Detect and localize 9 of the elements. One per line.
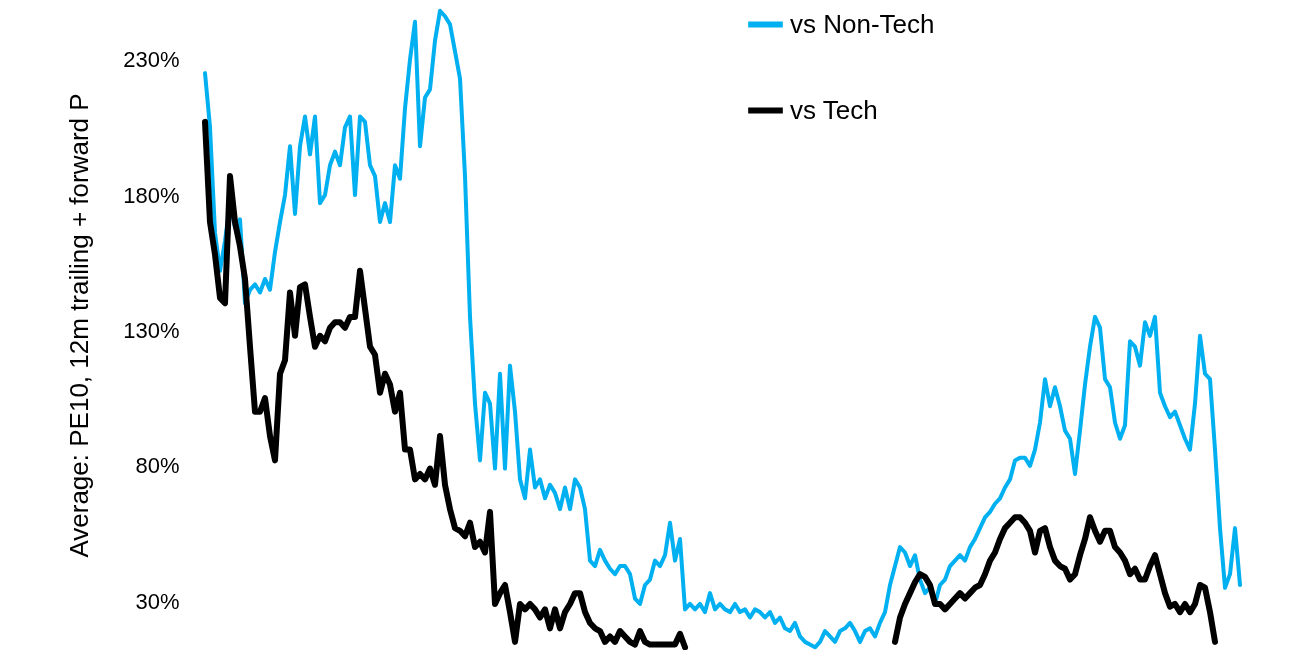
y-tick-label: 80% — [135, 453, 180, 479]
y-axis-title: Average: PE10, 12m trailing + forward P — [64, 93, 95, 558]
y-tick-label: 180% — [123, 182, 180, 208]
line-series — [203, 8, 1242, 650]
legend-label: vs Tech — [790, 94, 878, 125]
y-tick-label: 130% — [123, 317, 180, 343]
legend-label: vs Non-Tech — [790, 8, 935, 39]
y-tick-label: 30% — [135, 588, 180, 614]
y-tick-label: 230% — [123, 47, 180, 73]
